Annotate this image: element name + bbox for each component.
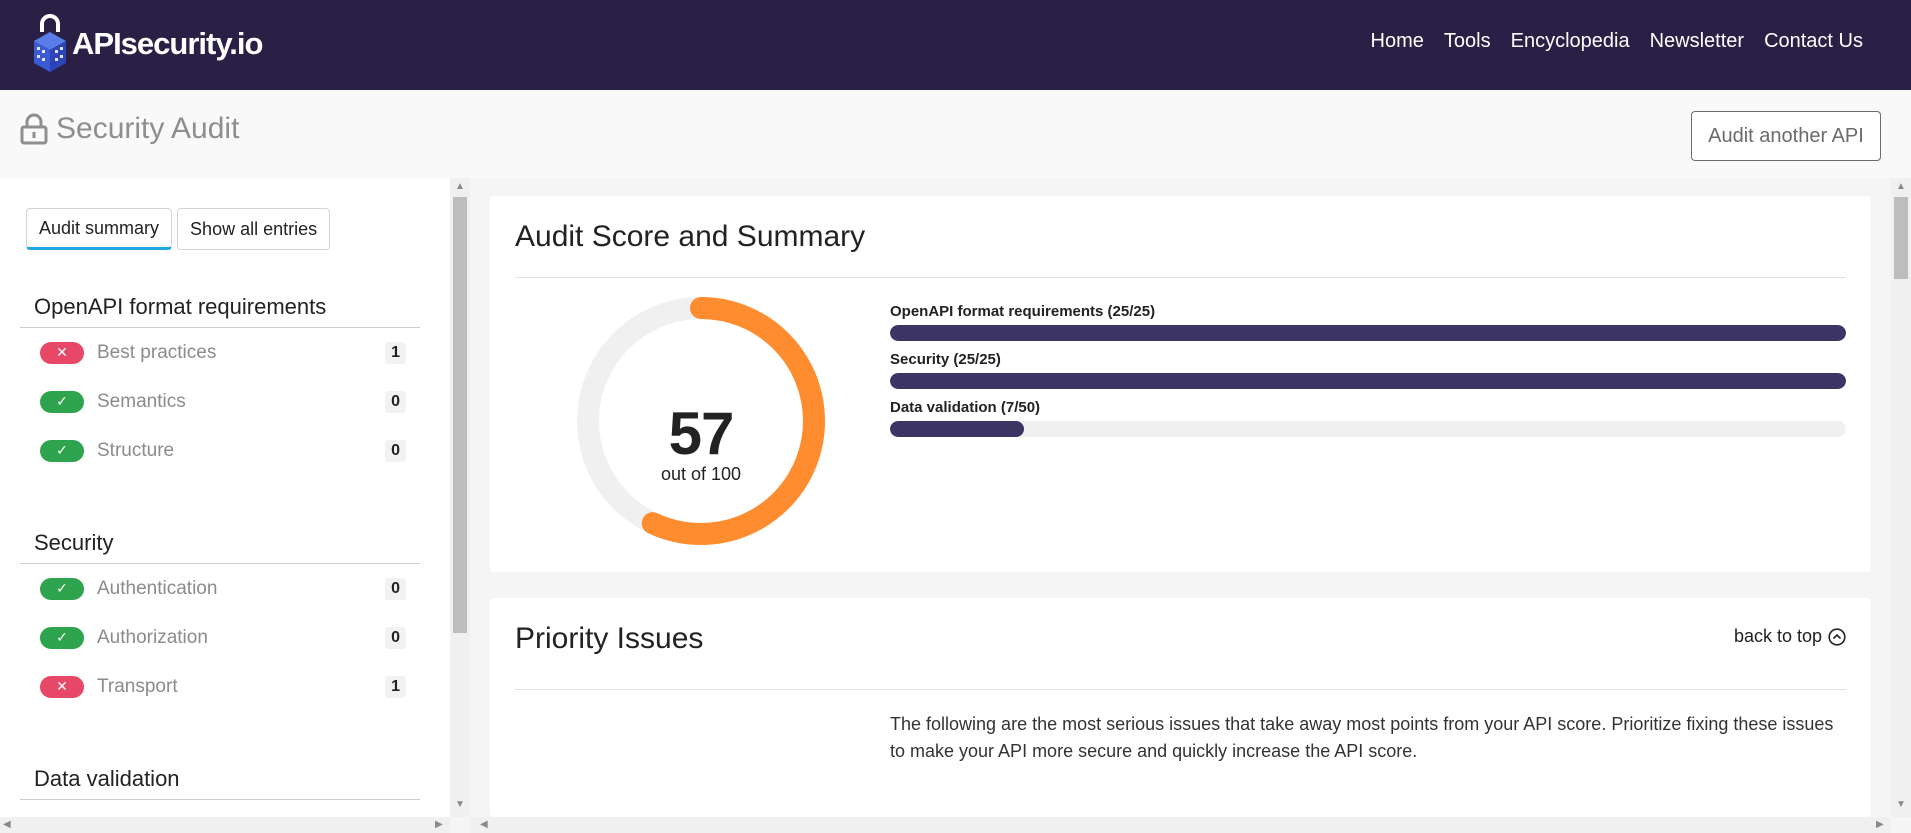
scroll-right-arrow-icon[interactable]: ▶ <box>435 819 443 830</box>
audit-summary-card: Audit Score and Summary 57 out of 100 Op… <box>490 196 1871 572</box>
section-data-validation: Data validation <box>20 766 420 800</box>
score-donut: 57 out of 100 <box>576 296 826 546</box>
scroll-down-arrow-icon[interactable]: ▼ <box>455 799 465 810</box>
section-title: Data validation <box>20 766 420 800</box>
sidebar-item-semantics[interactable]: ✓ Semantics 0 <box>20 377 420 426</box>
scroll-left-arrow-icon[interactable]: ◀ <box>3 819 11 830</box>
top-navbar: APIsecurity.io Home Tools Encyclopedia N… <box>0 0 1911 90</box>
scroll-up-arrow-icon[interactable]: ▲ <box>455 181 465 192</box>
card-title: Audit Score and Summary <box>515 220 866 253</box>
back-to-top-link[interactable]: back to top <box>1734 626 1846 647</box>
priority-description: The following are the most serious issue… <box>890 714 1834 761</box>
sidebar-item-label: Authentication <box>97 577 218 599</box>
sidebar-item-label: Best practices <box>97 341 217 363</box>
scroll-right-arrow-icon[interactable]: ▶ <box>1876 819 1884 830</box>
sidebar-item-transport[interactable]: ✕ Transport 1 <box>20 662 420 711</box>
check-icon: ✓ <box>40 390 84 413</box>
nav-home[interactable]: Home <box>1370 30 1424 52</box>
sidebar-item-structure[interactable]: ✓ Structure 0 <box>20 426 420 475</box>
scrollbar-thumb[interactable] <box>453 197 467 633</box>
tab-audit-summary[interactable]: Audit summary <box>26 208 173 250</box>
sidebar-horizontal-scrollbar[interactable]: ◀ ▶ <box>0 817 450 833</box>
issue-count: 0 <box>385 439 406 462</box>
sidebar-item-label: Semantics <box>97 390 186 412</box>
check-icon: ✓ <box>40 577 84 600</box>
x-icon: ✕ <box>40 341 84 364</box>
brand-name: APIsecurity.io <box>72 26 263 61</box>
section-title: Security <box>20 530 420 564</box>
bar-label-openapi: OpenAPI format requirements (25/25) <box>890 303 1156 320</box>
sidebar-item-authentication[interactable]: ✓ Authentication 0 <box>20 564 420 613</box>
sidebar-item-label: Transport <box>97 675 178 697</box>
section-title: OpenAPI format requirements <box>20 294 420 328</box>
progress-bar-openapi <box>890 325 1846 341</box>
issue-count: 0 <box>385 390 406 413</box>
divider <box>515 277 1846 278</box>
nav-newsletter[interactable]: Newsletter <box>1649 30 1745 52</box>
sidebar-item-label: Authorization <box>97 626 208 648</box>
category-score-bars: OpenAPI format requirements (25/25) Secu… <box>890 303 1846 447</box>
sidebar-item-label: Structure <box>97 439 175 461</box>
audit-another-api-button[interactable]: Audit another API <box>1691 111 1881 161</box>
main-vertical-scrollbar[interactable]: ▲ ▼ <box>1891 178 1911 817</box>
logo-cube-icon <box>34 14 66 72</box>
bar-label-security: Security (25/25) <box>890 351 1001 368</box>
page-title: Security Audit <box>20 112 239 146</box>
divider <box>515 689 1846 690</box>
tab-show-all-entries[interactable]: Show all entries <box>177 208 331 250</box>
progress-fill <box>890 373 1846 389</box>
nav-tools[interactable]: Tools <box>1443 30 1491 52</box>
brand-logo[interactable]: APIsecurity.io <box>30 14 263 74</box>
sidebar: Audit summary Show all entries OpenAPI f… <box>0 178 450 817</box>
priority-issues-card: Priority Issues back to top The followin… <box>490 598 1871 817</box>
score-label: out of 100 <box>660 464 742 484</box>
progress-bar-data-validation <box>890 421 1846 437</box>
progress-fill <box>890 325 1846 341</box>
nav-contact-us[interactable]: Contact Us <box>1764 30 1863 52</box>
scrollbar-thumb[interactable] <box>1894 197 1908 279</box>
sidebar-tabs: Audit summary Show all entries <box>26 208 331 250</box>
progress-bar-security <box>890 373 1846 389</box>
progress-fill <box>890 421 1024 437</box>
nav-encyclopedia[interactable]: Encyclopedia <box>1510 30 1630 52</box>
issue-count: 1 <box>385 675 406 698</box>
card-title: Priority Issues <box>515 622 704 655</box>
page-title-text: Security Audit <box>56 112 240 145</box>
score-ring <box>577 297 825 545</box>
issue-count: 0 <box>385 577 406 600</box>
sidebar-item-best-practices[interactable]: ✕ Best practices 1 <box>20 328 420 377</box>
score-arc <box>577 297 825 545</box>
check-icon: ✓ <box>40 439 84 462</box>
section-openapi-format: OpenAPI format requirements ✕ Best pract… <box>20 294 420 475</box>
chevron-up-circle-icon <box>1828 627 1846 646</box>
scroll-up-arrow-icon[interactable]: ▲ <box>1896 181 1906 192</box>
check-icon: ✓ <box>40 626 84 649</box>
issue-count: 1 <box>385 341 406 364</box>
nav-menu: Home Tools Encyclopedia Newsletter Conta… <box>1371 30 1863 53</box>
sidebar-vertical-scrollbar[interactable]: ▲ ▼ <box>450 178 470 817</box>
scroll-left-arrow-icon[interactable]: ◀ <box>480 819 488 830</box>
bar-label-data-validation: Data validation (7/50) <box>890 399 1041 416</box>
issue-count: 0 <box>385 626 406 649</box>
scroll-down-arrow-icon[interactable]: ▼ <box>1896 799 1906 810</box>
score-value: 57 <box>668 400 735 467</box>
page-header: Security Audit <box>0 90 1911 178</box>
sidebar-item-authorization[interactable]: ✓ Authorization 0 <box>20 613 420 662</box>
x-icon: ✕ <box>40 675 84 698</box>
section-security: Security ✓ Authentication 0 ✓ Authorizat… <box>20 530 420 711</box>
back-to-top-label: back to top <box>1733 626 1822 646</box>
main-horizontal-scrollbar[interactable]: ◀ ▶ <box>470 817 1891 833</box>
lock-icon <box>20 113 48 145</box>
